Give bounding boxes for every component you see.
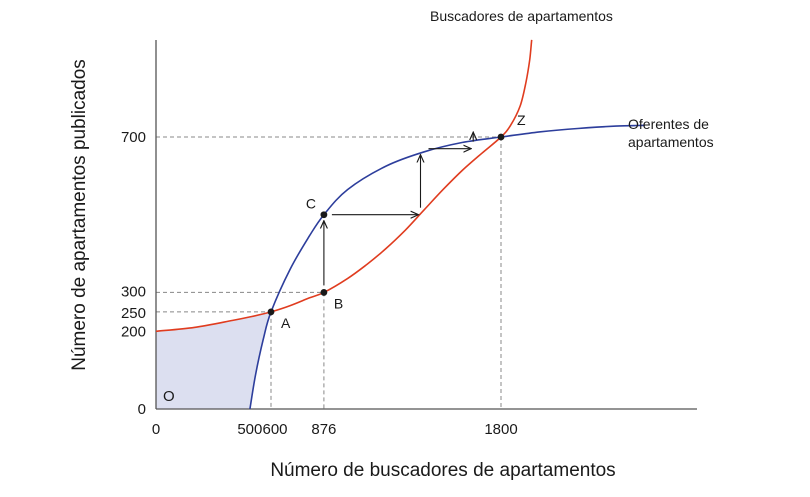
- shaded-region: [156, 311, 271, 409]
- y-axis-title: Número de apartamentos publicados: [69, 59, 90, 371]
- axes-layer: [155, 40, 697, 410]
- dashed-guides-layer: [156, 136, 502, 409]
- x-tick-label: 0: [152, 421, 160, 438]
- point-z: [497, 133, 505, 141]
- y-tick-label: 300: [121, 283, 146, 300]
- x-tick-label: 500: [237, 421, 262, 438]
- suppliers-label-line: apartamentos: [628, 134, 714, 150]
- arrows-layer: [324, 132, 473, 286]
- x-tick-label: 876: [311, 421, 336, 438]
- point-label-b: B: [334, 295, 343, 311]
- y-tick-label: 200: [121, 323, 146, 340]
- point-c: [320, 211, 328, 219]
- y-tick-label: 700: [121, 129, 146, 146]
- curves-layer: [155, 39, 645, 410]
- point-label-c: C: [306, 196, 316, 212]
- point-label-z: Z: [517, 112, 526, 128]
- x-axis-title: Número de buscadores de apartamentos: [270, 460, 615, 481]
- point-label-a: A: [281, 315, 291, 331]
- shaded-region-layer: [156, 311, 271, 409]
- seekers-curve: [155, 39, 533, 333]
- y-tick-label: 0: [138, 401, 146, 418]
- suppliers-curve: [249, 124, 645, 410]
- y-tick-label: 250: [121, 305, 146, 322]
- points-layer: [267, 133, 505, 316]
- x-tick-label: 1800: [484, 421, 517, 438]
- point-b: [320, 289, 328, 296]
- seekers-curve-label: Buscadores de apartamentos: [430, 8, 613, 24]
- labels-layer: Número de buscadores de apartamentos Núm…: [69, 8, 714, 481]
- origin-label: O: [163, 388, 175, 405]
- point-a: [267, 308, 275, 316]
- suppliers-label-line: Oferentes de: [628, 116, 709, 132]
- suppliers-curve-label: Oferentes de apartamentos: [628, 116, 714, 150]
- x-tick-label: 600: [262, 421, 287, 438]
